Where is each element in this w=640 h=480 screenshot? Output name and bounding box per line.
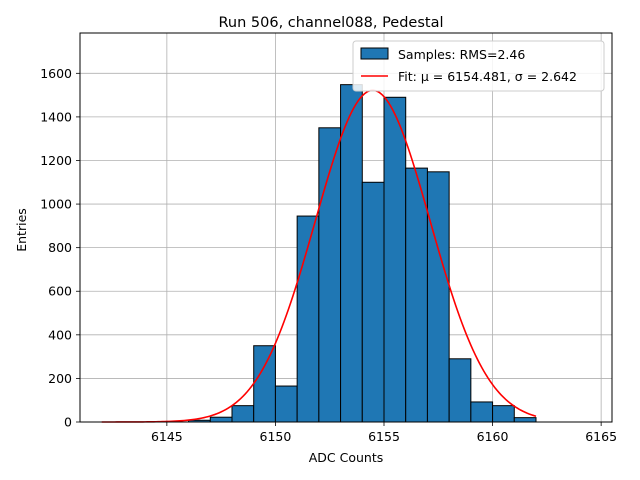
- y-tick-label: 800: [48, 240, 72, 255]
- histogram-bar: [253, 345, 276, 423]
- fit-curve: [101, 89, 537, 423]
- histogram-bar: [470, 401, 494, 423]
- legend-box: [352, 40, 605, 92]
- histogram-bar: [274, 385, 298, 423]
- histogram-bar: [426, 171, 450, 423]
- y-axis-ticks: 0 200 400 600 800 1000 1200 1400 1600: [40, 66, 80, 430]
- histogram-bar: [405, 167, 428, 423]
- legend-histogram-swatch: [360, 47, 389, 60]
- x-tick-label: 6150: [260, 429, 292, 444]
- y-tick-label: 1200: [40, 153, 72, 168]
- chart-title: Run 506, channel088, Pedestal: [218, 15, 443, 31]
- y-tick-label: 1600: [40, 66, 72, 81]
- y-axis-label: Entries: [14, 208, 29, 252]
- y-tick-label: 1000: [40, 197, 72, 212]
- legend: Samples: RMS=2.46 Fit: μ = 6154.481, σ =…: [352, 40, 605, 92]
- histogram-bar: [492, 405, 515, 423]
- x-tick-label: 6165: [585, 429, 617, 444]
- fit-curve-group: [101, 89, 537, 423]
- histogram-bars: [188, 84, 537, 423]
- y-tick-label: 400: [48, 327, 72, 342]
- histogram-bar: [340, 84, 363, 423]
- x-axis-ticks: 6145 6150 6155 6160 6165: [151, 422, 617, 444]
- y-tick-label: 1400: [40, 109, 72, 124]
- legend-fit-label: Fit: μ = 6154.481, σ = 2.642: [398, 69, 577, 84]
- x-tick-label: 6155: [368, 429, 400, 444]
- histogram-bar: [513, 417, 537, 423]
- histogram-bar: [231, 405, 255, 423]
- histogram-bar: [209, 416, 233, 423]
- histogram-bar: [361, 181, 385, 423]
- y-tick-label: 200: [48, 371, 72, 386]
- y-tick-label: 600: [48, 284, 72, 299]
- x-axis-label: ADC Counts: [309, 450, 384, 465]
- y-tick-label: 0: [64, 415, 72, 430]
- histogram-bar: [383, 96, 407, 423]
- legend-histogram-label: Samples: RMS=2.46: [398, 47, 525, 62]
- histogram-bar: [448, 358, 472, 423]
- x-tick-label: 6160: [477, 429, 509, 444]
- x-tick-label: 6145: [151, 429, 183, 444]
- axes-frame: [79, 32, 613, 423]
